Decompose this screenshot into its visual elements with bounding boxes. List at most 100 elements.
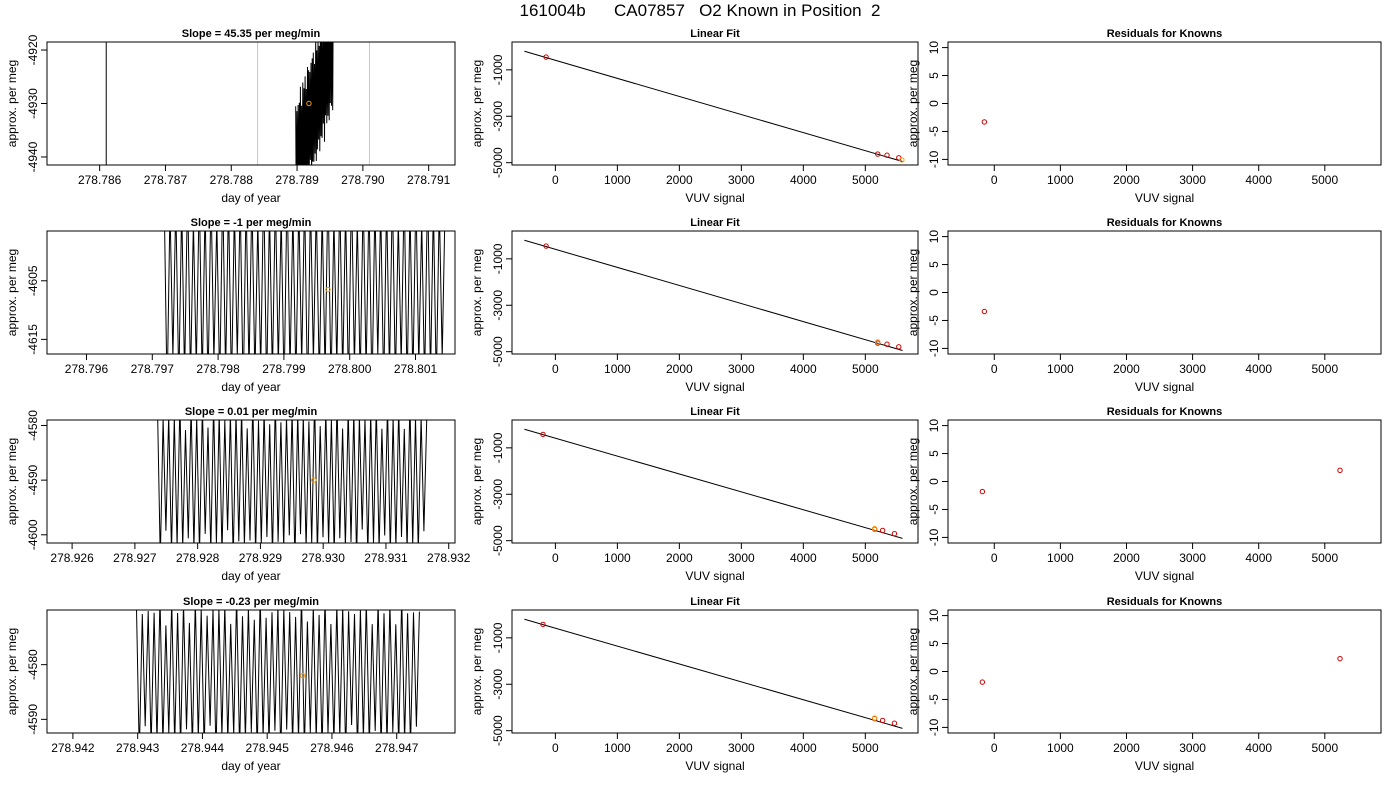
x-tick-label: 2000: [1113, 173, 1140, 187]
plot-area: [979, 655, 1343, 685]
y-tick-label: 10: [927, 230, 941, 244]
known-point: [540, 431, 546, 438]
y-tick-label: 0: [927, 289, 941, 296]
plot-area: [981, 308, 988, 315]
x-tick-label: 3000: [1179, 362, 1206, 376]
x-tick-label: 5000: [852, 741, 879, 755]
signal-trace: [157, 420, 428, 543]
x-tick-label: 0: [991, 551, 998, 565]
y-tick-label: -4590: [26, 704, 40, 735]
x-tick-label: 2000: [1113, 551, 1140, 565]
y-tick-label: 0: [927, 668, 941, 675]
panel-title: Residuals for Knowns: [1107, 596, 1223, 608]
fit-line: [524, 50, 903, 162]
known-point: [884, 341, 890, 347]
y-tick-label: -4580: [26, 410, 40, 441]
x-tick-label: 278.789: [275, 173, 319, 187]
known-point: [875, 151, 881, 157]
y-tick-label: -5: [927, 126, 941, 137]
highlight-point: [871, 525, 878, 532]
y-tick-label: -5000: [491, 525, 505, 556]
plot-frame: [947, 419, 1382, 544]
x-tick-label: 0: [991, 173, 998, 187]
highlight-point: [871, 715, 878, 721]
x-tick-label: 1000: [604, 741, 631, 755]
panel-title: Residuals for Knowns: [1107, 406, 1223, 418]
residual-point: [981, 308, 988, 315]
y-tick-label: -10: [927, 339, 941, 357]
figure-title: 161004b CA07857 O2 Known in Position 2: [519, 1, 881, 20]
x-axis-label: day of year: [221, 380, 280, 394]
y-axis-label: approx. per meg: [5, 628, 19, 715]
highlight-point: [300, 672, 306, 679]
plot-frame: [46, 230, 456, 355]
y-tick-label: -1000: [491, 54, 505, 85]
x-tick-label: 3000: [1179, 741, 1206, 755]
y-tick-label: -5000: [491, 715, 505, 746]
x-tick-label: 2000: [1113, 362, 1140, 376]
plot-frame: [46, 41, 456, 166]
x-tick-label: 278.796: [65, 362, 109, 376]
y-tick-label: -3000: [491, 290, 505, 321]
panel-title: Residuals for Knowns: [1107, 217, 1223, 229]
y-tick-label: 5: [927, 450, 941, 457]
x-tick-label: 1000: [1047, 551, 1074, 565]
x-tick-label: 278.928: [176, 551, 220, 565]
panel-title: Residuals for Knowns: [1107, 28, 1223, 40]
x-tick-label: 2000: [1113, 741, 1140, 755]
x-tick-label: 278.944: [181, 741, 225, 755]
y-tick-label: 10: [927, 419, 941, 433]
highlight-point: [875, 339, 881, 345]
y-tick-label: -4605: [26, 265, 40, 296]
y-tick-label: 5: [927, 72, 941, 79]
x-axis-label: VUV signal: [685, 380, 744, 394]
y-axis-label: approx. per meg: [906, 249, 920, 336]
y-tick-label: -5: [927, 504, 941, 515]
x-tick-label: 278.930: [301, 551, 345, 565]
plot-frame: [46, 419, 456, 544]
x-tick-label: 278.798: [196, 362, 240, 376]
y-axis-label: approx. per meg: [470, 438, 484, 525]
x-tick-label: 2000: [666, 362, 693, 376]
y-tick-label: -1000: [491, 622, 505, 653]
y-axis-label: approx. per meg: [5, 60, 19, 147]
plot-frame: [511, 230, 919, 355]
x-tick-label: 1000: [604, 551, 631, 565]
x-tick-label: 1000: [1047, 362, 1074, 376]
residual-point: [979, 488, 986, 495]
y-tick-label: -4615: [26, 324, 40, 355]
known-point: [896, 344, 902, 350]
y-axis-label: approx. per meg: [5, 249, 19, 336]
plot-area: [157, 420, 428, 543]
x-tick-label: 4000: [1245, 362, 1272, 376]
panel-title: Slope = -0.23 per meg/min: [183, 596, 319, 608]
plot-frame: [511, 419, 919, 544]
x-axis-label: day of year: [221, 569, 280, 583]
plot-area: [105, 42, 370, 165]
x-tick-label: 5000: [1311, 551, 1338, 565]
fit-panel-2: Linear Fit VUV signal approx. per meg 0 1000…: [470, 217, 919, 394]
y-axis-label: approx. per meg: [470, 60, 484, 147]
x-tick-label: 3000: [1179, 173, 1206, 187]
plot-area: [524, 618, 903, 729]
residuals-panel-3: Residuals for Knowns VUV signal approx. pe…: [906, 406, 1382, 583]
y-tick-label: -5: [927, 694, 941, 705]
panel-title: Slope = 45.35 per meg/min: [182, 28, 321, 40]
x-tick-label: 278.800: [328, 362, 372, 376]
known-point: [884, 152, 890, 158]
highlight-point: [325, 286, 331, 293]
x-tick-label: 4000: [790, 362, 817, 376]
x-tick-label: 3000: [728, 173, 755, 187]
x-tick-label: 0: [552, 362, 559, 376]
y-tick-label: -4590: [26, 464, 40, 495]
known-point: [891, 531, 898, 537]
known-point: [891, 720, 898, 726]
y-axis-label: approx. per meg: [470, 249, 484, 336]
x-tick-label: 3000: [728, 741, 755, 755]
panel-title: Linear Fit: [690, 28, 740, 40]
x-tick-label: 4000: [790, 173, 817, 187]
x-tick-label: 278.791: [407, 173, 451, 187]
y-tick-label: -5: [927, 315, 941, 326]
x-tick-label: 278.927: [113, 551, 157, 565]
y-tick-label: -5000: [491, 336, 505, 367]
